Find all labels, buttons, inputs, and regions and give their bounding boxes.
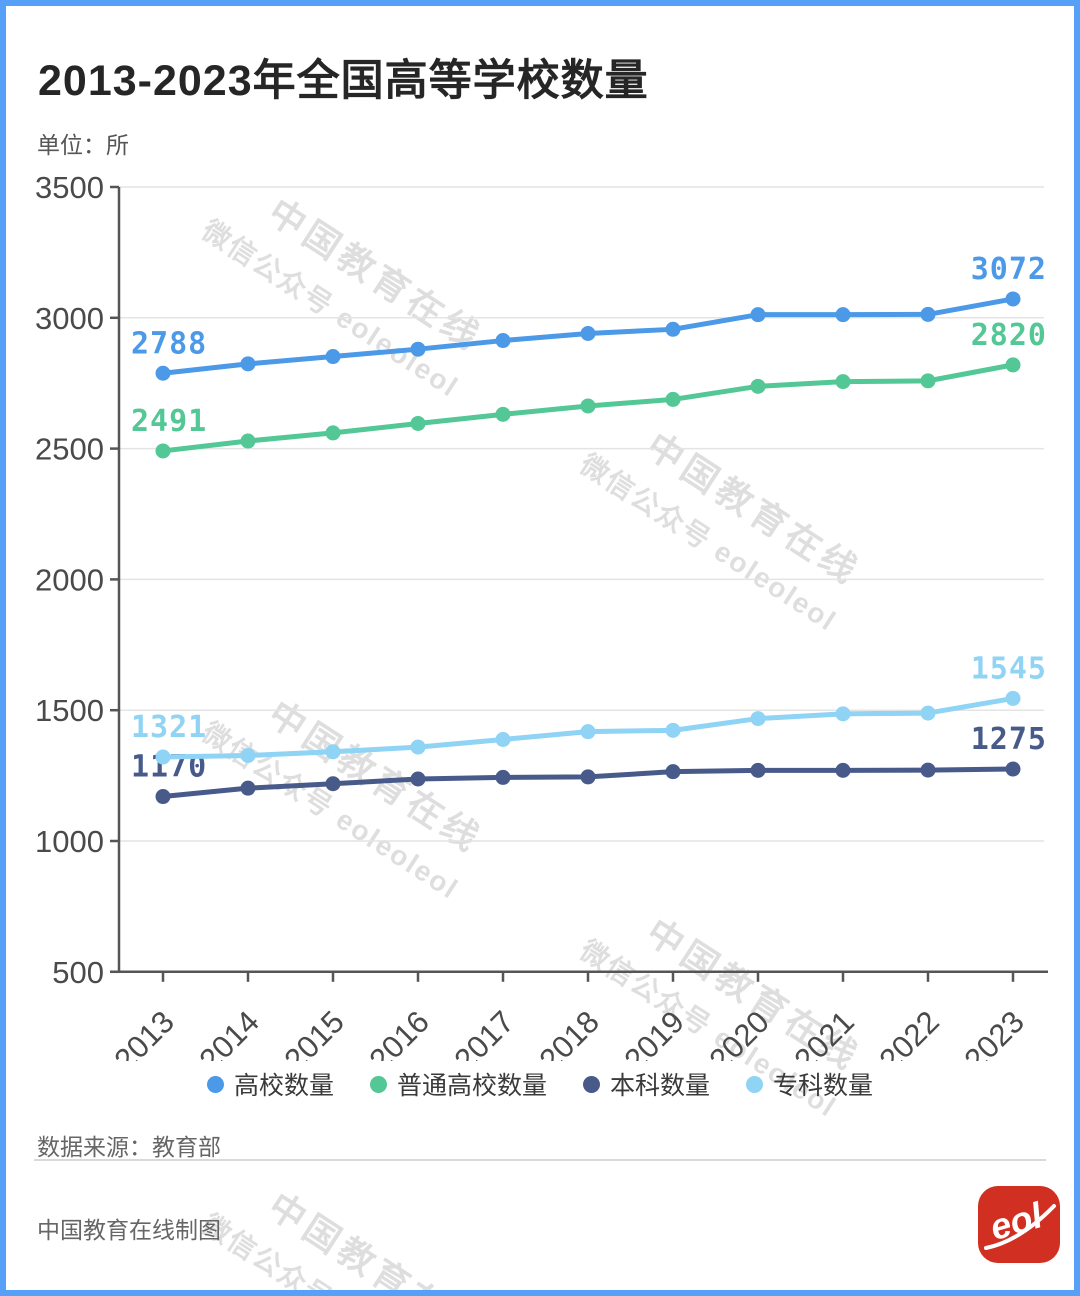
legend-item-2: 本科数量 [583, 1066, 710, 1102]
data-point-2 [920, 762, 936, 778]
last-value-label-0: 3072 [971, 252, 1047, 287]
data-point-2 [580, 769, 596, 785]
last-value-label-3: 1545 [971, 651, 1047, 686]
x-tick-label: 2023 [957, 1004, 1031, 1061]
y-tick-label: 1500 [35, 693, 104, 728]
data-point-3 [665, 722, 681, 738]
eol-logo: eol [978, 1186, 1060, 1263]
data-point-0 [155, 365, 171, 381]
data-point-1 [410, 415, 426, 431]
legend-item-3: 专科数量 [746, 1066, 873, 1102]
legend: 高校数量 普通高校数量 本科数量 专科数量 [6, 1066, 1074, 1102]
data-point-1 [835, 374, 851, 390]
legend-item-1: 普通高校数量 [369, 1066, 547, 1102]
x-tick-label: 2018 [532, 1004, 606, 1061]
data-point-2 [665, 764, 681, 780]
legend-dot-3 [746, 1075, 764, 1093]
data-point-1 [580, 398, 596, 414]
data-point-3 [410, 739, 426, 755]
data-point-0 [325, 349, 341, 365]
data-point-0 [750, 307, 766, 323]
data-point-2 [240, 780, 256, 796]
y-tick-label: 2000 [35, 562, 104, 597]
data-point-3 [1005, 690, 1021, 706]
legend-label-0: 高校数量 [233, 1072, 334, 1100]
legend-label-2: 本科数量 [610, 1072, 711, 1100]
y-tick-label: 3500 [35, 170, 104, 205]
data-point-1 [665, 391, 681, 407]
data-point-0 [580, 325, 596, 341]
data-point-1 [920, 373, 936, 389]
x-tick-label: 2013 [107, 1004, 181, 1061]
legend-dot-1 [369, 1075, 387, 1093]
x-tick-label: 2015 [277, 1004, 351, 1061]
data-point-0 [1005, 291, 1021, 307]
y-tick-label: 2500 [35, 432, 104, 467]
data-point-2 [750, 762, 766, 778]
data-point-3 [750, 711, 766, 727]
data-point-0 [240, 356, 256, 372]
data-point-0 [410, 341, 426, 357]
data-point-2 [1005, 761, 1021, 777]
data-point-3 [155, 749, 171, 765]
first-value-label-3: 1321 [131, 710, 207, 745]
data-point-2 [410, 771, 426, 787]
x-tick-label: 2022 [872, 1004, 946, 1061]
data-point-1 [495, 406, 511, 422]
data-point-1 [1005, 357, 1021, 373]
first-value-label-0: 2788 [131, 326, 207, 361]
unit-label: 单位：所 [37, 132, 129, 158]
page-title: 2013-2023年全国高等学校数量 [38, 57, 649, 105]
watermark: 中国教育在线 微信公众号 eoleoleol [197, 1178, 501, 1296]
footer-divider [34, 1159, 1046, 1161]
data-point-1 [155, 443, 171, 459]
legend-dot-0 [206, 1075, 224, 1093]
data-point-1 [750, 378, 766, 394]
y-tick-label: 3000 [35, 301, 104, 336]
x-tick-label: 2021 [787, 1004, 861, 1061]
data-source-label: 数据来源：教育部 [37, 1134, 221, 1160]
y-tick-label: 1000 [35, 824, 104, 859]
data-point-0 [665, 321, 681, 337]
x-tick-label: 2019 [617, 1004, 691, 1061]
data-point-1 [240, 433, 256, 449]
data-point-3 [920, 705, 936, 721]
eol-logo-swoosh [984, 1204, 1056, 1250]
last-value-label-1: 2820 [971, 318, 1047, 353]
x-tick-label: 2014 [192, 1004, 266, 1061]
legend-item-0: 高校数量 [206, 1066, 334, 1102]
data-point-0 [835, 307, 851, 323]
credit-label: 中国教育在线制图 [37, 1217, 221, 1243]
legend-dot-2 [583, 1075, 600, 1093]
data-point-0 [495, 333, 511, 349]
data-point-3 [240, 747, 256, 763]
y-tick-label: 500 [52, 955, 104, 990]
x-tick-label: 2020 [702, 1004, 776, 1061]
data-point-3 [325, 744, 341, 760]
legend-label-1: 普通高校数量 [396, 1072, 547, 1100]
data-point-0 [920, 306, 936, 322]
x-tick-label: 2016 [362, 1004, 436, 1061]
data-point-1 [325, 425, 341, 441]
data-point-3 [835, 706, 851, 722]
legend-label-3: 专科数量 [773, 1072, 874, 1100]
watermark-wechat-text: 微信公众号 eoleoleol [195, 1203, 468, 1290]
data-point-2 [495, 769, 511, 785]
last-value-label-2: 1275 [971, 722, 1047, 757]
first-value-label-1: 2491 [131, 404, 207, 439]
data-point-2 [835, 762, 851, 778]
watermark-brand-text: 中国教育在线 [261, 1184, 490, 1296]
data-point-2 [155, 789, 171, 805]
data-point-3 [495, 731, 511, 747]
x-tick-label: 2017 [447, 1004, 521, 1061]
data-point-2 [325, 776, 341, 792]
data-point-3 [580, 724, 596, 740]
